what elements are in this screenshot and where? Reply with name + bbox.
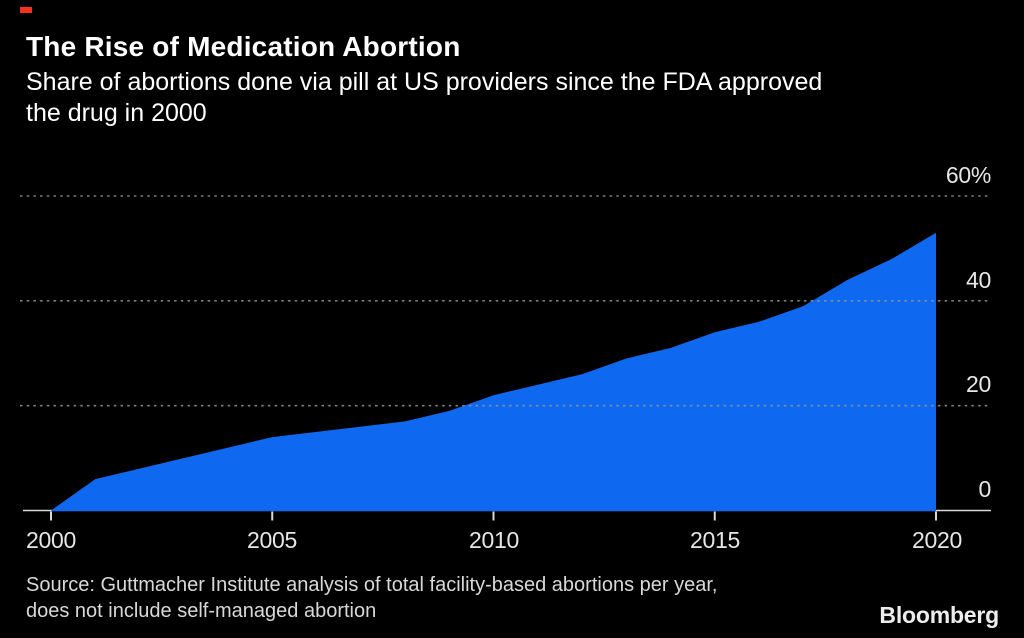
x-axis-label-2005: 2005 <box>247 527 297 553</box>
chart-subtitle-line1: Share of abortions done via pill at US p… <box>26 68 823 96</box>
y-axis-label-0: 0 <box>978 476 992 502</box>
source-note-line1: Source: Guttmacher Institute analysis of… <box>26 574 718 596</box>
y-axis-label-40: 40 <box>966 267 991 293</box>
chart-subtitle: Share of abortions done via pill at US p… <box>26 67 822 129</box>
x-axis-label-2010: 2010 <box>469 527 519 553</box>
red-accent-mark <box>20 7 32 13</box>
y-axis-label-60: 60% <box>945 162 991 188</box>
chart-subtitle-line2: the drug in 2000 <box>26 99 207 127</box>
bloomberg-logo: Bloomberg <box>879 602 999 628</box>
x-axis-label-2020: 2020 <box>912 527 962 553</box>
y-axis-label-20: 20 <box>966 371 991 397</box>
area-series-medication-share <box>51 232 936 512</box>
source-note-line2: does not include self-managed abortion <box>26 600 377 622</box>
x-axis-label-2015: 2015 <box>690 527 740 553</box>
source-note: Source: Guttmacher Institute analysis of… <box>26 572 717 624</box>
x-axis-label-2000: 2000 <box>26 527 76 553</box>
chart-title: The Rise of Medication Abortion <box>26 31 461 62</box>
